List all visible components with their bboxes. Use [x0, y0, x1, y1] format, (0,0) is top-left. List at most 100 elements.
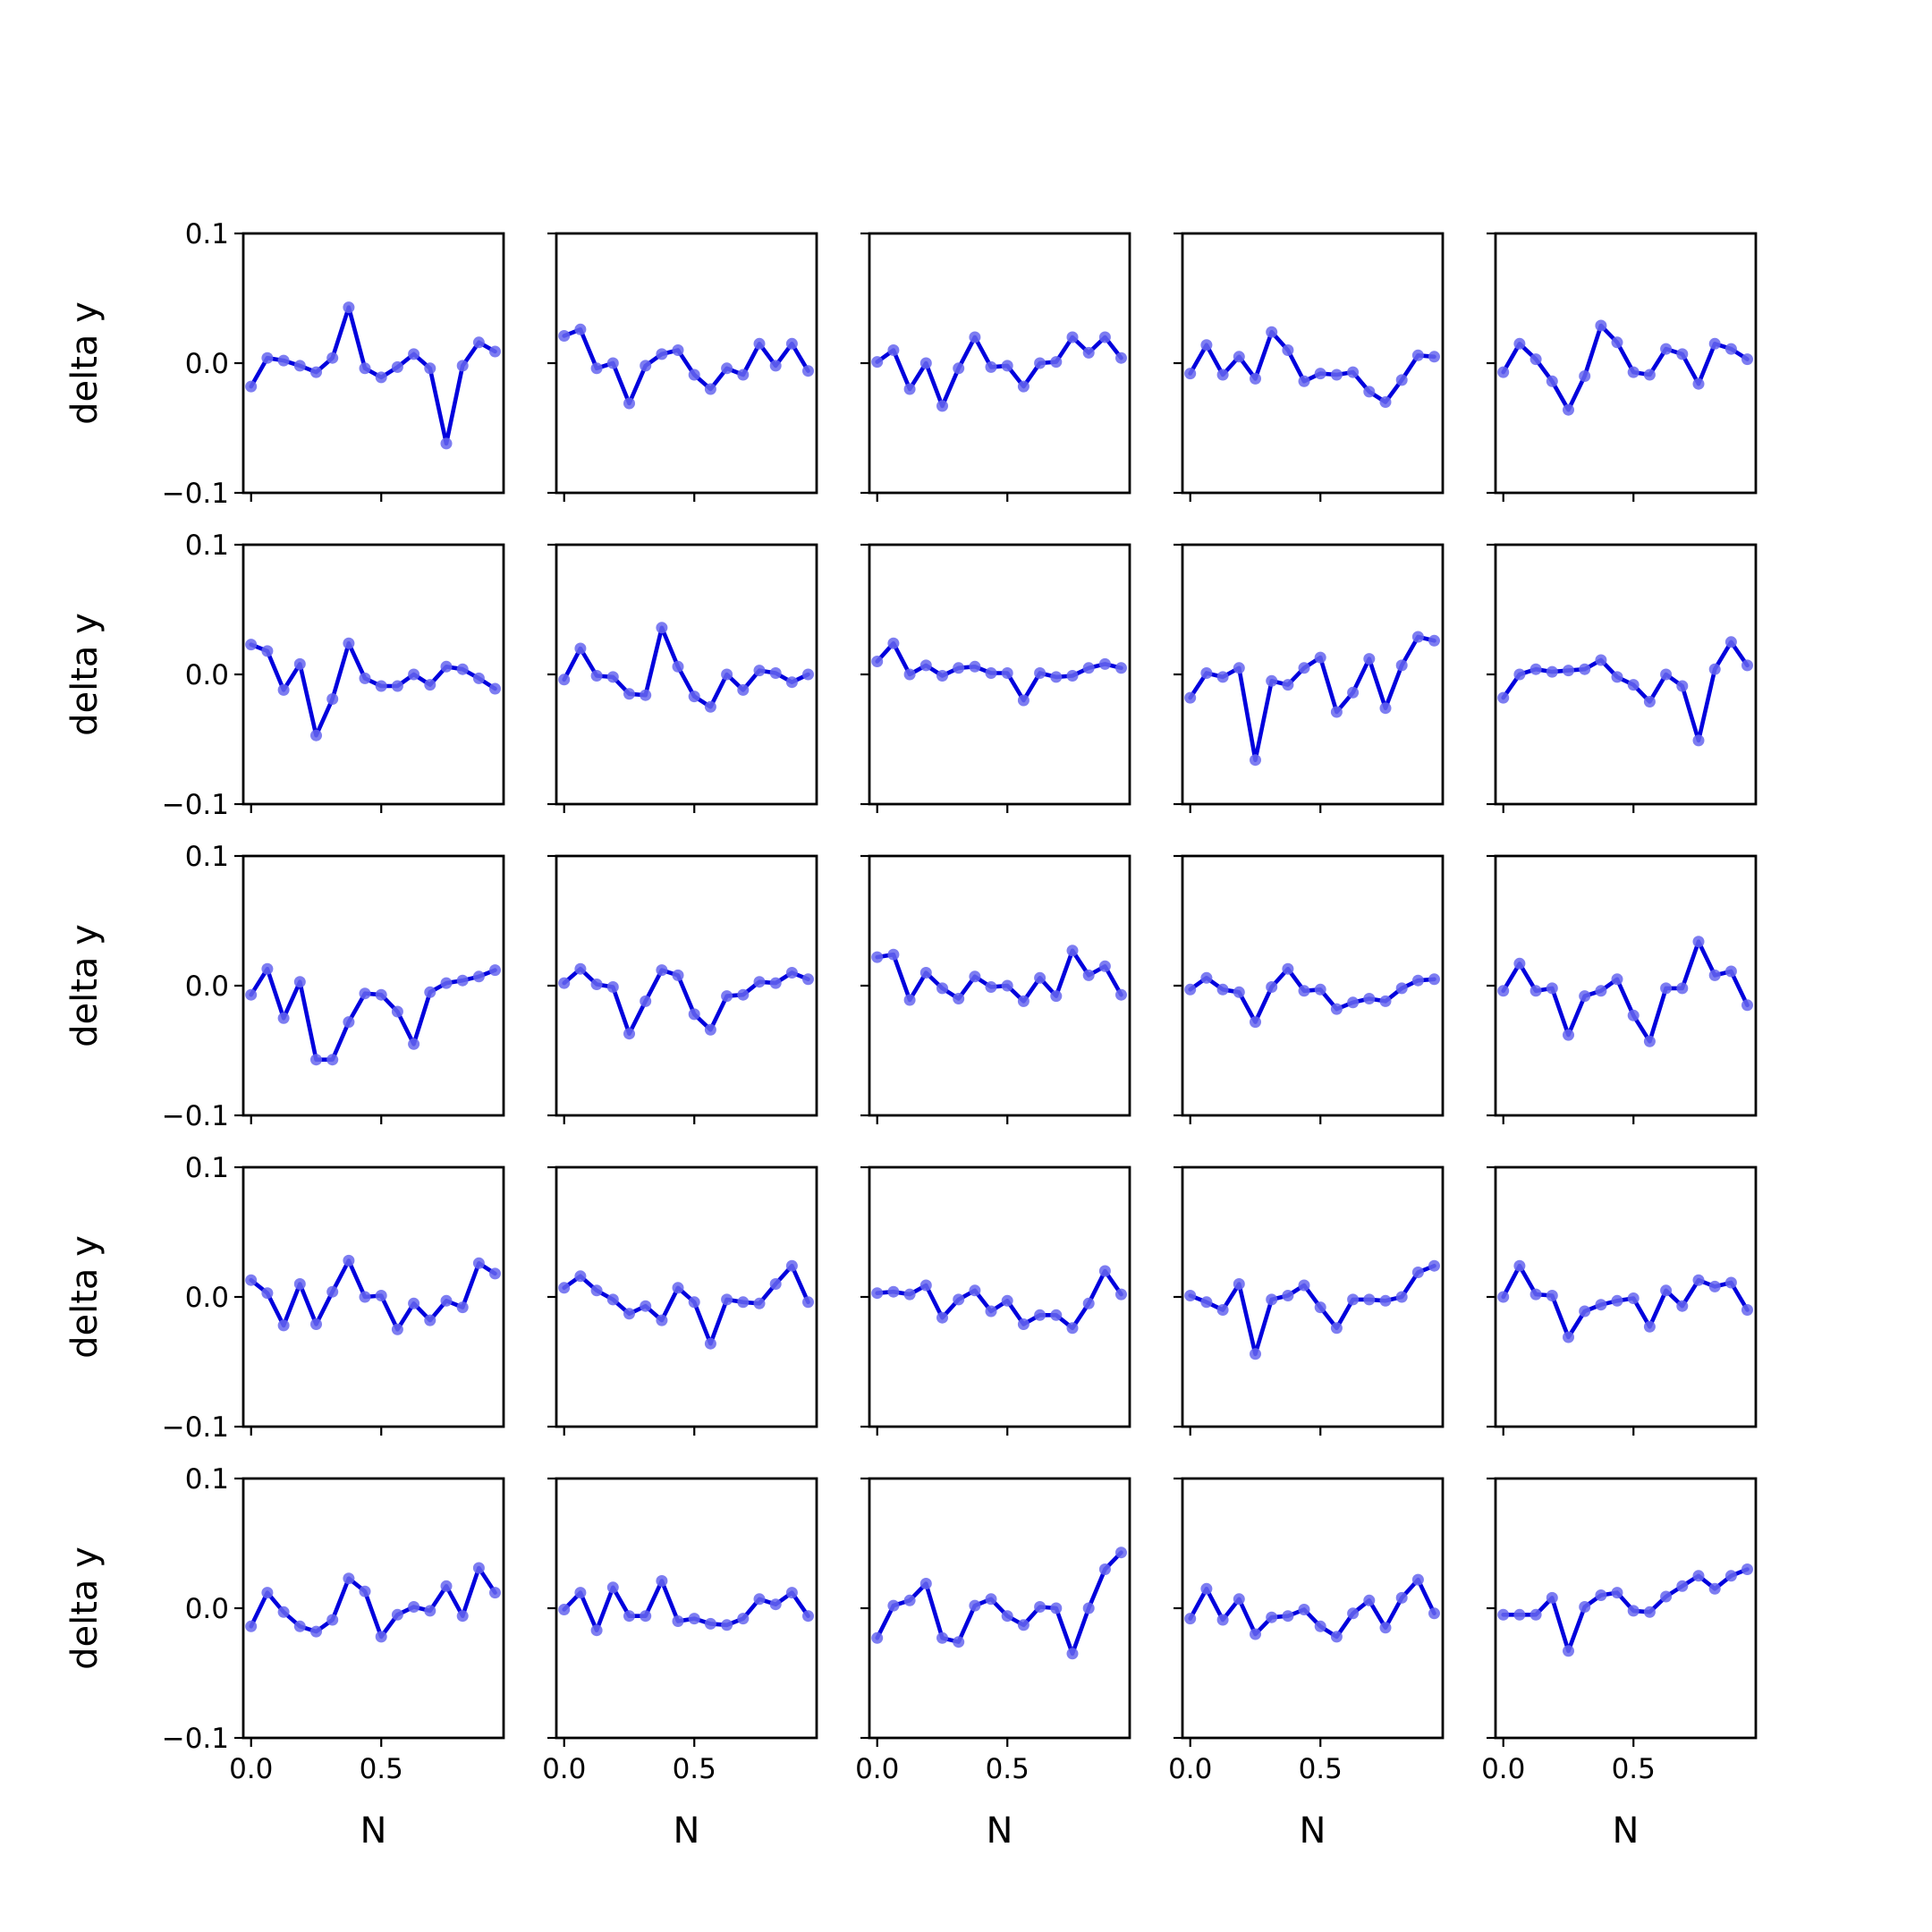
data-point — [1363, 386, 1376, 398]
data-point — [1643, 1606, 1656, 1618]
data-point — [343, 1572, 355, 1585]
data-point — [1627, 679, 1640, 691]
data-point — [1530, 985, 1542, 997]
data-point — [1282, 679, 1294, 691]
data-point — [456, 974, 469, 987]
data-point — [408, 348, 420, 360]
data-point — [1579, 990, 1591, 1003]
series-line — [562, 1579, 810, 1632]
data-point — [1347, 686, 1360, 699]
data-point — [1115, 352, 1127, 364]
data-point — [1579, 1601, 1591, 1613]
data-point — [1530, 353, 1542, 366]
y-tick-label: 0.1 — [185, 841, 229, 873]
data-point — [1282, 1610, 1294, 1623]
series-line — [562, 625, 810, 709]
data-point — [391, 680, 403, 692]
data-point — [640, 1300, 652, 1312]
data-point — [1676, 982, 1689, 995]
series-line — [875, 335, 1123, 409]
data-point — [1034, 1601, 1046, 1613]
data-point — [343, 637, 355, 649]
data-point — [1563, 403, 1574, 416]
data-point — [1708, 1280, 1721, 1292]
data-point — [936, 1631, 948, 1644]
data-point — [1250, 1016, 1261, 1029]
series-line — [1501, 1263, 1750, 1340]
data-point — [1082, 346, 1095, 359]
data-point — [753, 1593, 766, 1606]
data-point — [672, 344, 684, 356]
y-tick-label: 0.1 — [185, 1152, 229, 1184]
axes-frame — [1494, 1165, 1758, 1428]
data-point — [1643, 696, 1656, 708]
subplot-r5-c2: 0.0 0.5 N — [542, 1477, 818, 1852]
axes-frame — [242, 1477, 505, 1740]
data-point — [1216, 369, 1229, 381]
data-point — [1428, 1607, 1440, 1620]
subplot-r3-c5 — [1487, 854, 1758, 1124]
axes-frame — [868, 232, 1131, 495]
data-point — [310, 729, 322, 741]
data-point — [326, 1285, 339, 1298]
subplot-r4-c1: 0.1 0.0 −0.1 delta y — [64, 1152, 505, 1444]
data-point — [558, 977, 571, 989]
data-point — [1115, 988, 1127, 1001]
subplot-r2-c2 — [547, 543, 818, 813]
data-point — [277, 354, 290, 367]
axes-frame — [242, 543, 505, 806]
data-point — [1643, 1320, 1656, 1333]
series-line — [562, 326, 810, 406]
data-point — [1627, 1292, 1640, 1304]
series-line — [249, 1258, 497, 1332]
x-tick-label: 0.0 — [855, 1753, 899, 1785]
data-point — [640, 360, 652, 372]
data-point — [1546, 1290, 1558, 1301]
data-point — [1611, 1294, 1623, 1307]
data-point — [985, 667, 997, 679]
data-point — [1363, 993, 1376, 1004]
data-point — [1266, 1293, 1278, 1306]
data-point — [310, 1054, 322, 1066]
data-point — [640, 1610, 652, 1623]
data-point — [903, 383, 916, 395]
data-point — [1563, 1029, 1574, 1041]
axes-frame — [1181, 854, 1445, 1117]
data-point — [1595, 1299, 1607, 1311]
data-point — [326, 1614, 339, 1626]
data-point — [953, 662, 965, 674]
data-point — [310, 1625, 322, 1638]
data-point — [753, 1297, 766, 1309]
data-point — [1266, 981, 1278, 993]
x-tick-label: 0.0 — [542, 1753, 586, 1785]
data-point — [1708, 663, 1721, 675]
x-tick-label: 0.0 — [1168, 1753, 1212, 1785]
x-tick-label: 0.5 — [986, 1753, 1030, 1785]
data-point — [919, 1578, 932, 1589]
data-point — [769, 360, 782, 372]
x-tick-label: 0.0 — [1481, 1753, 1525, 1785]
data-point — [985, 360, 997, 373]
data-point — [1314, 651, 1326, 664]
data-point — [753, 976, 766, 988]
data-point — [293, 976, 306, 988]
data-point — [1428, 634, 1440, 647]
data-point — [590, 1284, 603, 1297]
axes-frame — [242, 1165, 505, 1428]
data-point — [1428, 1259, 1440, 1272]
data-point — [1660, 982, 1673, 995]
data-point — [785, 676, 798, 689]
data-point — [737, 1296, 750, 1309]
axes-frame — [555, 1165, 818, 1428]
data-point — [1627, 1605, 1640, 1617]
data-point — [672, 969, 684, 981]
y-axis-label: delta y — [64, 924, 106, 1047]
data-point — [871, 1287, 884, 1300]
data-point — [408, 1601, 420, 1613]
y-tick-label: 0.1 — [185, 530, 229, 562]
data-point — [1724, 343, 1737, 355]
y-axis-label: delta y — [64, 613, 106, 736]
data-point — [408, 1297, 420, 1309]
data-point — [472, 1562, 485, 1574]
data-point — [656, 622, 668, 634]
